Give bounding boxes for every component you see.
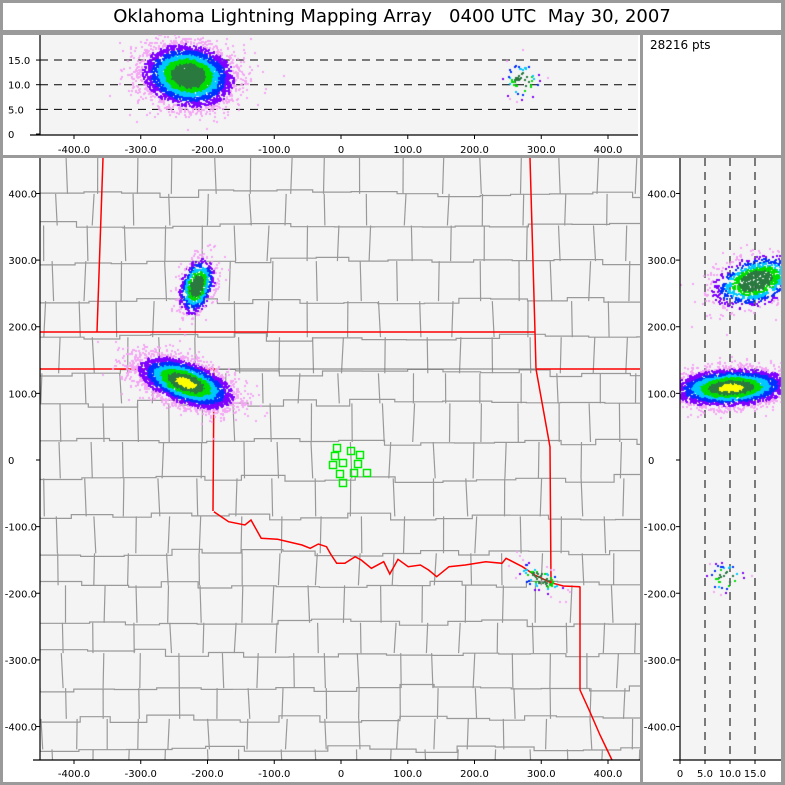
tick-label: 200.0: [460, 769, 489, 780]
tick-label: 0: [8, 456, 14, 467]
tick-label: -400.0: [58, 145, 90, 156]
tick-label: 400.0: [594, 145, 623, 156]
point-count: 28216 pts: [650, 38, 711, 52]
tick-label: -300.0: [125, 769, 157, 780]
tick-label: 200.0: [8, 323, 37, 334]
tick-label: 300.0: [8, 256, 37, 267]
tick-label: 200.0: [647, 323, 676, 334]
tick-label: 400.0: [594, 769, 623, 780]
tick-label: 200.0: [460, 145, 489, 156]
plot-title: Oklahoma Lightning Mapping Array 0400 UT…: [3, 3, 781, 30]
tick-label: 100.0: [647, 389, 676, 400]
tick-label: -400.0: [58, 769, 90, 780]
tick-label: -300.0: [5, 656, 37, 667]
tick-label: -400.0: [644, 723, 676, 734]
tick-label: 100.0: [8, 389, 37, 400]
tick-label: -100.0: [258, 769, 290, 780]
tick-label: -300.0: [125, 145, 157, 156]
tick-label: -100.0: [5, 523, 37, 534]
tick-label: 0: [677, 769, 683, 780]
tick-label: 300.0: [527, 145, 556, 156]
tick-label: 15.0: [8, 56, 30, 67]
tick-label: 100.0: [393, 145, 422, 156]
tick-label: 300.0: [647, 256, 676, 267]
tick-label: 100.0: [393, 769, 422, 780]
tick-label: 400.0: [8, 189, 37, 200]
tick-label: 0: [8, 130, 14, 141]
tick-label: 0: [648, 456, 654, 467]
tick-label: 10.0: [719, 769, 741, 780]
tick-label: 300.0: [527, 769, 556, 780]
tick-label: -200.0: [5, 589, 37, 600]
tick-label: 10.0: [8, 81, 30, 92]
tick-label: -200.0: [191, 145, 223, 156]
tick-label: 400.0: [647, 189, 676, 200]
tick-label: 0: [338, 769, 344, 780]
tick-label: -400.0: [5, 723, 37, 734]
tick-label: 0: [338, 145, 344, 156]
tick-label: 15.0: [744, 769, 766, 780]
tick-label: 5.0: [8, 105, 24, 116]
tick-label: -100.0: [644, 523, 676, 534]
tick-label: -200.0: [644, 589, 676, 600]
tick-label: -300.0: [644, 656, 676, 667]
tick-label: 5.0: [697, 769, 713, 780]
tick-label: -100.0: [258, 145, 290, 156]
info-panel: 28216 pts: [643, 35, 781, 155]
tick-label: -200.0: [191, 769, 223, 780]
